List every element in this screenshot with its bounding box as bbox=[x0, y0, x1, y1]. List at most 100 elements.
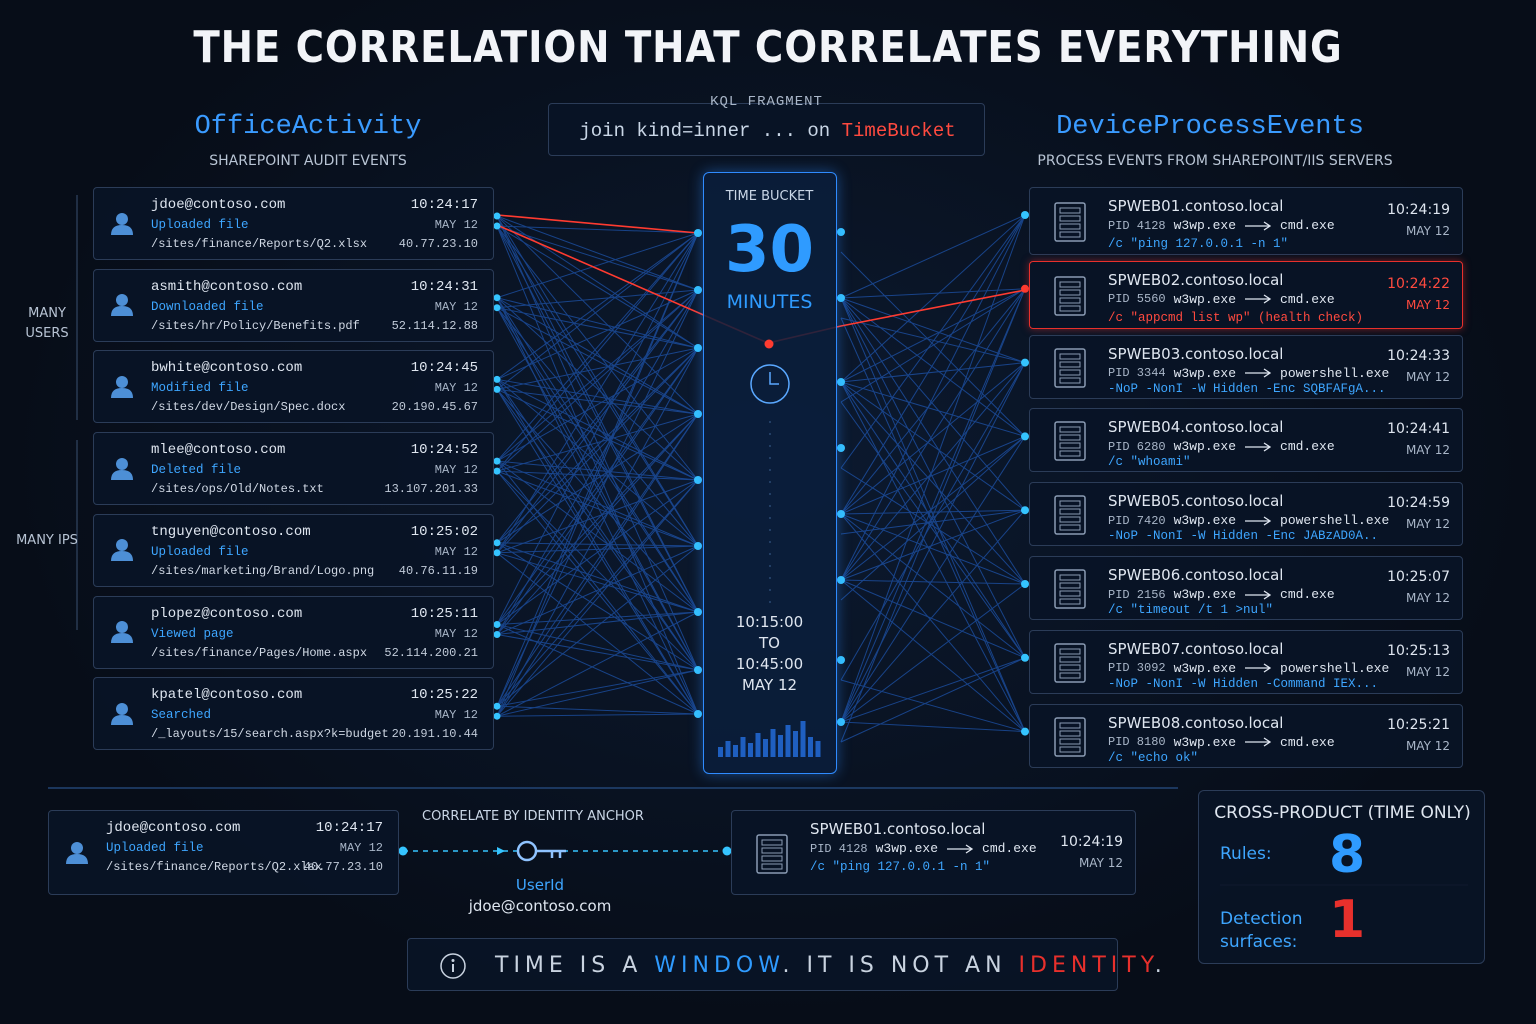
connection bbox=[840, 679, 1026, 733]
bucket-decor bbox=[718, 339, 821, 757]
user-icon bbox=[111, 621, 133, 643]
event-date: MAY 12 bbox=[434, 463, 478, 478]
server-frame bbox=[756, 833, 788, 874]
arrow bbox=[947, 843, 974, 854]
connection bbox=[840, 509, 1026, 515]
stats-label: Rules: bbox=[1220, 844, 1272, 864]
child-process: cmd.exe bbox=[1280, 291, 1335, 307]
server-slot bbox=[1059, 434, 1081, 441]
server-slot bbox=[1059, 297, 1081, 304]
pid: PID 4128 bbox=[1108, 218, 1166, 233]
server-slot bbox=[1059, 574, 1081, 581]
server-slot bbox=[1059, 426, 1081, 433]
server-frame bbox=[1054, 569, 1086, 609]
audit-card: asmith@contoso.com Downloaded file/sites/… bbox=[93, 268, 494, 342]
node bbox=[694, 476, 702, 484]
connection bbox=[496, 413, 699, 625]
connection bbox=[496, 297, 699, 715]
connection bbox=[840, 288, 1026, 383]
connection bbox=[840, 297, 1026, 437]
connection bbox=[840, 362, 1026, 515]
user-name: jdoe@contoso.com bbox=[151, 197, 286, 213]
host-name: SPWEB08.contoso.local bbox=[1108, 713, 1284, 732]
connection bbox=[840, 288, 1026, 515]
server-slot bbox=[1059, 730, 1081, 737]
connection bbox=[840, 317, 1026, 364]
node bbox=[694, 666, 702, 674]
connection bbox=[840, 288, 1026, 299]
connection bbox=[496, 215, 699, 291]
histogram-bar bbox=[763, 739, 768, 757]
parent-process: w3wp.exe bbox=[1173, 439, 1237, 455]
connection bbox=[840, 214, 1026, 469]
connection bbox=[496, 470, 699, 715]
connection bbox=[496, 669, 699, 707]
node bbox=[493, 294, 501, 302]
arrow bbox=[1245, 663, 1272, 673]
connection bbox=[496, 542, 699, 547]
child-process: powershell.exe bbox=[1280, 513, 1390, 529]
server-slot bbox=[761, 863, 783, 869]
audit-card: kpatel@contoso.com Searched /_layouts/15/s… bbox=[93, 677, 494, 751]
connection bbox=[496, 542, 699, 613]
connection bbox=[840, 362, 1026, 723]
connection bbox=[496, 215, 699, 613]
connection bbox=[496, 413, 699, 544]
file-path: /sites/finance/Pages/Home.aspx bbox=[151, 645, 368, 660]
event-date: MAY 12 bbox=[1405, 664, 1450, 679]
kql-key: TimeBucket bbox=[841, 120, 956, 142]
pid: PID 2156 bbox=[1108, 587, 1166, 602]
arrow bbox=[1245, 368, 1272, 378]
connection bbox=[496, 232, 699, 554]
connection bbox=[496, 378, 699, 481]
connection bbox=[496, 289, 699, 544]
server-slot bbox=[1059, 722, 1081, 729]
server-slot bbox=[761, 839, 783, 845]
command-line: /c "ping 127.0.0.1 -n 1" bbox=[1108, 237, 1289, 251]
arrow-path bbox=[1245, 663, 1272, 673]
node bbox=[493, 621, 501, 628]
audit-card: plopez@contoso.com Viewed page/sites/fina… bbox=[93, 595, 494, 669]
server-frame bbox=[1054, 643, 1086, 683]
server-frame bbox=[1054, 495, 1086, 535]
node bbox=[493, 212, 501, 220]
server-slot bbox=[1059, 442, 1081, 449]
command-line: -NoP -NonI -W Hidden -Command IEX... bbox=[1108, 676, 1379, 691]
bucket-unit: MINUTES bbox=[726, 291, 813, 313]
parent-process: w3wp.exe bbox=[1173, 218, 1237, 233]
right-subtitle: PROCESS EVENTS FROM SHAREPOINT/IIS SERVE… bbox=[1037, 153, 1393, 169]
arrow-path bbox=[1245, 294, 1272, 304]
connection bbox=[496, 624, 699, 671]
server-icon bbox=[1054, 276, 1086, 316]
connection bbox=[496, 611, 699, 625]
host-name: SPWEB02.contoso.local bbox=[1108, 270, 1284, 289]
connection bbox=[496, 624, 699, 715]
host-name: SPWEB01.contoso.local bbox=[1108, 197, 1284, 215]
process-row: PID 7420 w3wp.exe powershell.exe bbox=[1108, 513, 1389, 528]
connection bbox=[496, 378, 699, 415]
histogram-bar bbox=[770, 729, 776, 757]
user-icon bbox=[111, 457, 133, 480]
event-time: 10:25:02 bbox=[410, 523, 478, 540]
arrow-path bbox=[1245, 368, 1272, 378]
connection bbox=[496, 225, 699, 349]
connection bbox=[496, 307, 699, 613]
connection bbox=[840, 513, 1026, 659]
arrow-head bbox=[497, 847, 505, 855]
connection bbox=[496, 460, 699, 715]
event-time: 10:24:19 bbox=[1060, 833, 1123, 850]
arrow-path bbox=[1245, 442, 1272, 452]
connection bbox=[496, 379, 699, 715]
event-time: 10:24:59 bbox=[1387, 495, 1450, 512]
nodes bbox=[493, 211, 1029, 736]
action: Deleted file bbox=[151, 463, 242, 478]
parent-process: w3wp.exe bbox=[1173, 513, 1237, 529]
user-icon bbox=[111, 539, 133, 562]
server-slot bbox=[1059, 450, 1081, 457]
process-card: SPWEB07.contoso.local PID 3092 w3wp.exe pow… bbox=[1029, 629, 1463, 694]
histogram-bar bbox=[755, 733, 761, 757]
node bbox=[694, 710, 702, 718]
key-bow bbox=[516, 840, 538, 862]
connection bbox=[496, 347, 699, 462]
connection bbox=[496, 379, 699, 671]
